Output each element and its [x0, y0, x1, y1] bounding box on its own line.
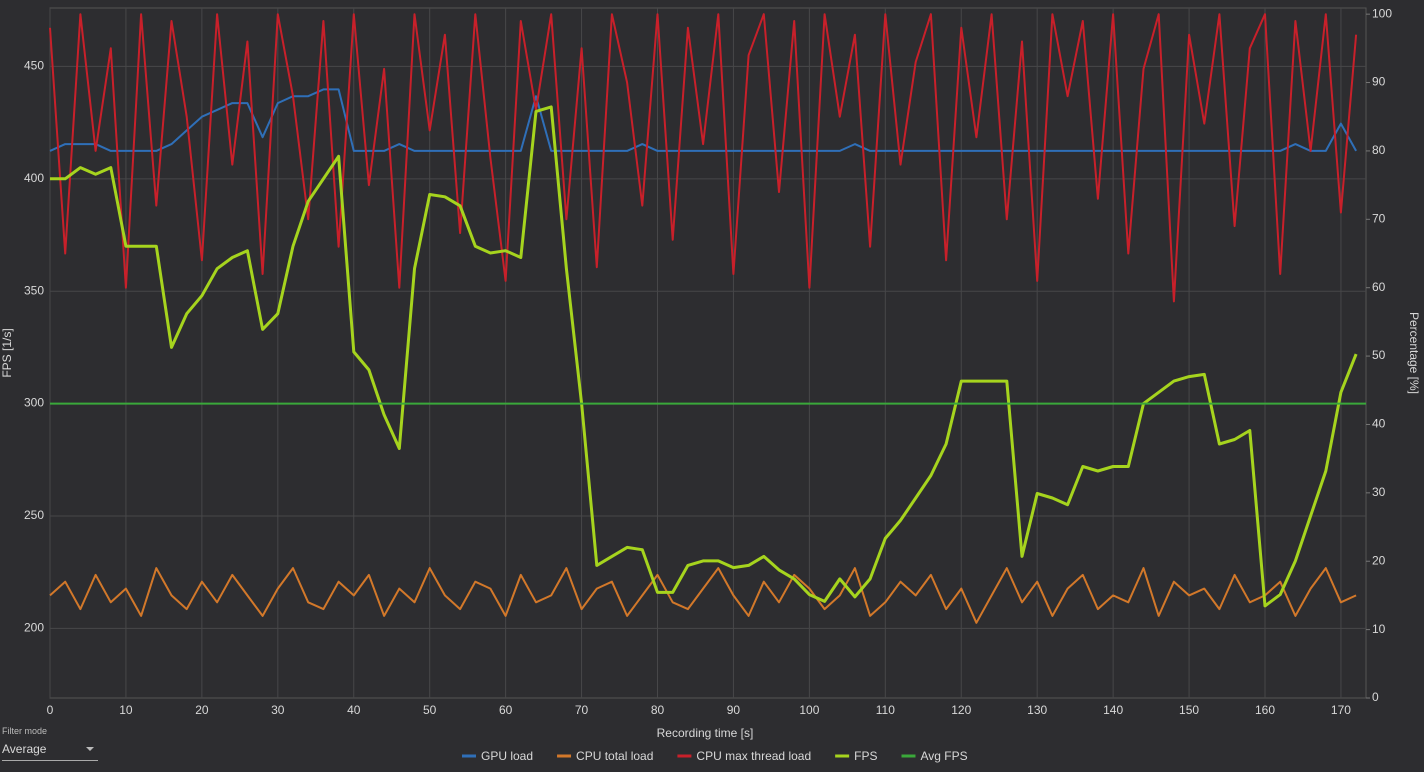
series-line: [49, 567, 1357, 624]
x-axis-label: Recording time [s]: [657, 726, 754, 740]
y2-tick-label: 20: [1372, 553, 1386, 567]
y2-tick-label: 0: [1372, 690, 1379, 704]
x-tick-label: 110: [876, 703, 895, 717]
y2-tick-label: 30: [1372, 485, 1386, 499]
y-tick-label: 300: [24, 396, 44, 410]
y2-tick-label: 70: [1372, 211, 1386, 225]
x-tick-label: 20: [195, 703, 209, 717]
x-tick-label: 0: [47, 703, 54, 717]
x-tick-label: 100: [799, 703, 819, 717]
y-axis-label: FPS [1/s]: [0, 328, 14, 377]
x-tick-label: 50: [423, 703, 437, 717]
filter-mode: Filter mode Average: [2, 726, 98, 761]
filter-label: Filter mode: [2, 726, 48, 736]
x-tick-label: 160: [1255, 703, 1275, 717]
y2-tick-label: 60: [1372, 280, 1386, 294]
y2-tick-label: 40: [1372, 417, 1386, 431]
y2-tick-label: 50: [1372, 348, 1386, 362]
y-tick-label: 200: [24, 620, 44, 634]
x-tick-label: 90: [727, 703, 741, 717]
y2-axis-label: Percentage [%]: [1407, 312, 1421, 394]
y2-tick-label: 100: [1372, 6, 1392, 20]
x-tick-label: 130: [1027, 703, 1047, 717]
x-tick-label: 150: [1179, 703, 1199, 717]
y2-tick-label: 90: [1372, 75, 1386, 89]
y-tick-label: 250: [24, 508, 44, 522]
series-line: [49, 13, 1358, 303]
legend-label: Avg FPS: [920, 749, 967, 763]
y2-tick-label: 10: [1372, 622, 1386, 636]
series-line: [50, 105, 1358, 608]
y-tick-label: 350: [24, 283, 44, 297]
y-tick-label: 400: [24, 171, 44, 185]
x-tick-label: 170: [1331, 703, 1351, 717]
x-tick-label: 70: [575, 703, 589, 717]
x-tick-label: 10: [119, 703, 133, 717]
filter-dropdown[interactable]: Average: [2, 742, 98, 761]
x-tick-label: 40: [347, 703, 361, 717]
legend-label: GPU load: [481, 749, 533, 763]
legend-label: CPU total load: [576, 749, 653, 763]
legend-label: FPS: [854, 749, 877, 763]
series-line: [49, 88, 1357, 152]
legend-label: CPU max thread load: [696, 749, 811, 763]
x-tick-label: 140: [1103, 703, 1123, 717]
y-tick-label: 450: [24, 59, 44, 73]
x-tick-label: 60: [499, 703, 513, 717]
x-tick-label: 30: [271, 703, 285, 717]
y2-tick-label: 80: [1372, 143, 1386, 157]
x-tick-label: 120: [951, 703, 971, 717]
x-tick-label: 80: [651, 703, 665, 717]
